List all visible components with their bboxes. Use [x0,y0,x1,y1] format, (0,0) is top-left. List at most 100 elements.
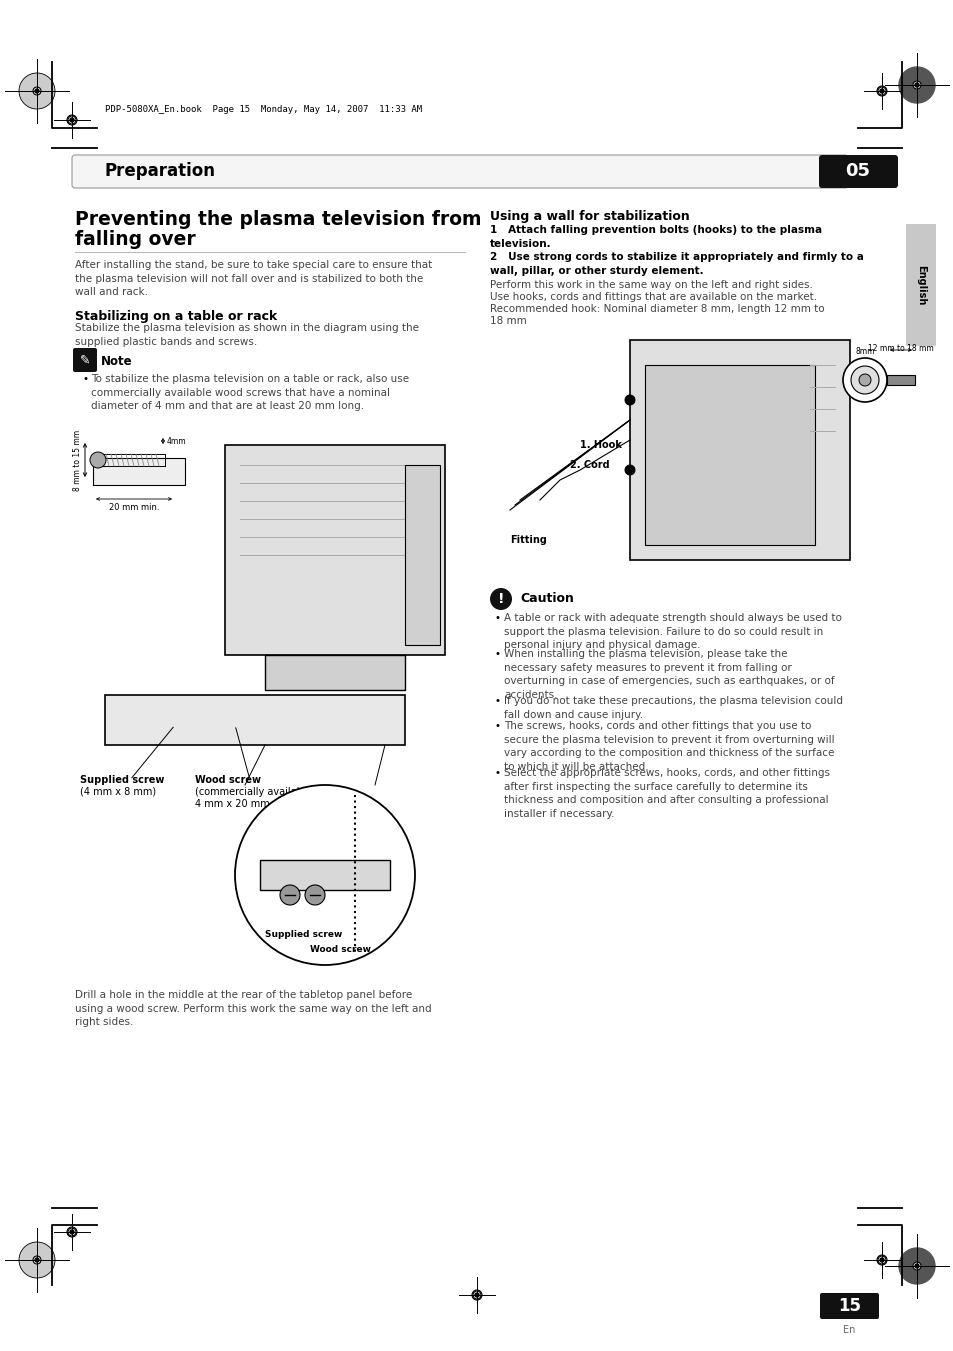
Text: Supplied screw: Supplied screw [80,775,164,785]
Bar [92,458,185,485]
Circle shape [850,366,878,394]
Circle shape [67,1227,77,1238]
Circle shape [898,1248,934,1283]
Text: Stabilize the plasma television as shown in the diagram using the
supplied plast: Stabilize the plasma television as shown… [75,323,418,347]
Text: 20 mm min.: 20 mm min. [109,503,159,512]
Text: 1   Attach falling prevention bolts (hooks) to the plasma
television.: 1 Attach falling prevention bolts (hooks… [490,226,821,249]
Text: 2. Cord: 2. Cord [569,459,609,470]
Text: Caution: Caution [519,592,574,605]
Circle shape [475,1293,478,1297]
Text: Recommended hook: Nominal diameter 8 mm, length 12 mm to: Recommended hook: Nominal diameter 8 mm,… [490,304,823,313]
Text: Preventing the plasma television from: Preventing the plasma television from [75,209,481,230]
Circle shape [35,1258,39,1262]
Circle shape [914,82,918,86]
Text: 4 mm x 20 mm min.): 4 mm x 20 mm min.) [194,798,297,809]
Text: 2   Use strong cords to stabilize it appropriately and firmly to a
wall, pillar,: 2 Use strong cords to stabilize it appro… [490,253,863,276]
FancyBboxPatch shape [905,224,935,346]
Circle shape [898,68,934,103]
Circle shape [68,1228,76,1236]
Circle shape [90,453,106,467]
Circle shape [305,885,325,905]
Circle shape [67,115,77,126]
Circle shape [70,1229,74,1233]
Text: After installing the stand, be sure to take special care to ensure that
the plas: After installing the stand, be sure to t… [75,259,432,297]
Text: The screws, hooks, cords and other fittings that you use to
secure the plasma te: The screws, hooks, cords and other fitti… [503,721,834,771]
Text: 4mm: 4mm [167,436,187,446]
Circle shape [33,1256,41,1265]
Circle shape [912,81,920,89]
Bar [629,340,849,561]
Text: Supplied screw: Supplied screw [265,929,342,939]
Bar [405,465,439,644]
Text: A table or rack with adequate strength should always be used to
support the plas: A table or rack with adequate strength s… [503,613,841,650]
Text: Preparation: Preparation [105,162,215,181]
Text: !: ! [497,592,504,607]
Circle shape [877,86,885,95]
Text: Fitting: Fitting [510,535,546,544]
Text: ✎: ✎ [80,354,91,366]
Text: 12 mm to 18 mm: 12 mm to 18 mm [867,345,933,353]
Text: Using a wall for stabilization: Using a wall for stabilization [490,209,689,223]
Bar [260,861,390,890]
FancyBboxPatch shape [820,1293,878,1319]
Text: Select the appropriate screws, hooks, cords, and other fittings
after first insp: Select the appropriate screws, hooks, co… [503,767,829,819]
Circle shape [624,394,635,405]
Circle shape [473,1292,480,1300]
Circle shape [876,86,886,96]
Circle shape [280,885,299,905]
Circle shape [472,1290,481,1300]
Circle shape [19,1242,55,1278]
Circle shape [35,89,39,93]
Circle shape [19,73,55,109]
FancyBboxPatch shape [818,155,897,188]
Bar [225,444,444,655]
FancyBboxPatch shape [73,349,97,372]
Circle shape [879,89,883,93]
Text: 05: 05 [844,162,869,181]
Circle shape [876,1255,886,1265]
Text: 15: 15 [837,1297,861,1315]
Text: When installing the plasma television, please take the
necessary safety measures: When installing the plasma television, p… [503,648,834,700]
Text: Stabilizing on a table or rack: Stabilizing on a table or rack [75,309,277,323]
Text: •: • [495,648,500,659]
Text: Wood screw: Wood screw [194,775,261,785]
Text: 18 mm: 18 mm [490,316,526,326]
Text: (4 mm x 8 mm): (4 mm x 8 mm) [80,788,156,797]
Circle shape [879,1258,883,1262]
Text: PDP-5080XA_En.book  Page 15  Monday, May 14, 2007  11:33 AM: PDP-5080XA_En.book Page 15 Monday, May 1… [105,105,421,115]
Text: •: • [495,696,500,707]
Bar [265,655,405,690]
Text: •: • [495,613,500,623]
Circle shape [912,1262,920,1270]
Text: English: English [915,265,925,305]
Text: •: • [495,721,500,731]
Text: En: En [842,1325,855,1335]
Bar [105,694,405,744]
Circle shape [842,358,886,403]
Circle shape [68,116,76,124]
Text: Perform this work in the same way on the left and right sides.: Perform this work in the same way on the… [490,280,812,290]
Text: Note: Note [101,355,132,367]
Text: Use hooks, cords and fittings that are available on the market.: Use hooks, cords and fittings that are a… [490,292,817,303]
Circle shape [877,1256,885,1265]
Circle shape [858,374,870,386]
Text: 1. Hook: 1. Hook [579,440,621,450]
Bar [886,376,914,385]
Circle shape [70,118,74,122]
Text: Drill a hole in the middle at the rear of the tabletop panel before
using a wood: Drill a hole in the middle at the rear o… [75,990,431,1027]
FancyBboxPatch shape [71,155,847,188]
Text: •: • [495,767,500,778]
Text: If you do not take these precautions, the plasma television could
fall down and : If you do not take these precautions, th… [503,696,842,720]
Circle shape [490,588,512,611]
Text: 8 mm to 15 mm: 8 mm to 15 mm [73,430,82,490]
Text: (commercially available,: (commercially available, [194,788,314,797]
Text: falling over: falling over [75,230,195,249]
Text: •: • [83,374,89,384]
Circle shape [624,465,635,476]
Circle shape [33,86,41,95]
Text: To stabilize the plasma television on a table or rack, also use
commercially ava: To stabilize the plasma television on a … [91,374,409,411]
Circle shape [914,1265,918,1269]
Circle shape [234,785,415,965]
Bar [644,365,814,544]
Text: Wood screw: Wood screw [310,944,371,954]
